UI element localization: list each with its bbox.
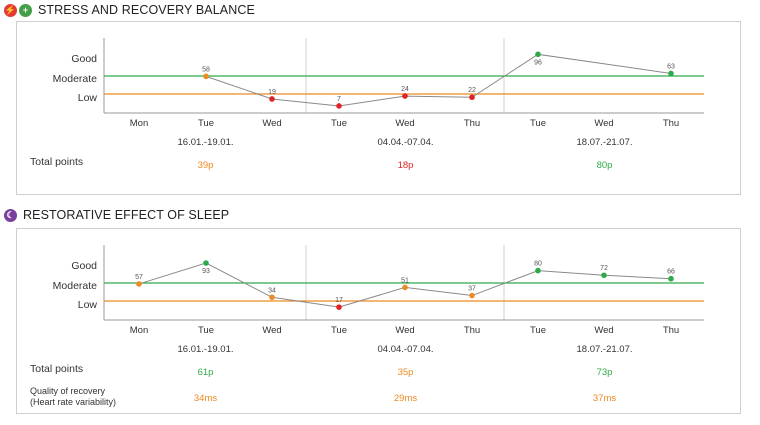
x-tick-label: Thu <box>663 325 679 336</box>
series-line <box>205 53 672 107</box>
y-tick-label: Good <box>71 260 97 272</box>
group-date-label: 18.07.-21.07. <box>577 137 633 148</box>
x-tick-label: Thu <box>464 325 480 336</box>
data-point <box>469 292 475 299</box>
data-point <box>402 93 408 99</box>
y-tick-label: Low <box>78 92 98 104</box>
data-point <box>668 70 674 77</box>
x-tick-label: Tue <box>198 325 214 336</box>
data-point <box>269 294 275 301</box>
x-tick-label: Tue <box>331 118 347 129</box>
data-label: 22 <box>468 87 476 94</box>
x-tick-label: Thu <box>663 118 679 129</box>
data-point <box>203 260 209 266</box>
data-point <box>469 94 475 101</box>
stress-recovery-title: ⚡ + STRESS AND RECOVERY BALANCE <box>4 1 255 19</box>
data-point <box>402 284 408 291</box>
moon-icon: ☾ <box>4 208 17 222</box>
data-point <box>668 275 674 282</box>
data-point <box>535 267 541 274</box>
restorative-sleep-title: ☾ RESTORATIVE EFFECT OF SLEEP <box>4 206 229 224</box>
x-tick-label: Tue <box>530 325 546 336</box>
row-value: 61p <box>198 367 214 378</box>
x-tick-label: Wed <box>395 325 414 336</box>
data-label: 19 <box>268 89 276 96</box>
x-tick-label: Wed <box>262 325 281 336</box>
data-label: 24 <box>401 86 409 93</box>
y-tick-label: Low <box>78 299 98 311</box>
section-title-text: STRESS AND RECOVERY BALANCE <box>38 3 255 17</box>
x-tick-label: Tue <box>530 118 546 129</box>
row-value: 34ms <box>194 393 217 404</box>
restorative-sleep-panel: Good Moderate Low 57 93 34 17 51 37 80 72 66 Mon Tue W… <box>16 228 741 414</box>
row-value: 35p <box>398 367 414 378</box>
group-date-label: 04.04.-07.04. <box>378 137 434 148</box>
data-label: 57 <box>135 274 143 281</box>
data-label: 63 <box>667 63 675 70</box>
data-label: 51 <box>401 277 409 284</box>
row-value: 37ms <box>593 393 616 404</box>
data-point <box>336 304 342 310</box>
data-point <box>203 73 209 80</box>
row-label: Total points <box>30 363 83 375</box>
y-tick-label: Moderate <box>53 280 98 292</box>
row-value: 80p <box>597 160 613 171</box>
group-date-label: 16.01.-19.01. <box>178 344 234 355</box>
plus-icon: + <box>19 3 32 17</box>
data-label: 17 <box>335 297 343 304</box>
row-value: 73p <box>597 367 613 378</box>
data-label: 66 <box>667 269 675 276</box>
y-tick-label: Moderate <box>53 73 98 85</box>
row-sublabel: (Heart rate variability) <box>30 397 116 407</box>
data-label: 72 <box>600 265 608 272</box>
data-point <box>336 103 342 109</box>
lightning-icon: ⚡ <box>4 3 17 17</box>
group-date-label: 04.04.-07.04. <box>378 344 434 355</box>
x-tick-label: Wed <box>594 325 613 336</box>
stress-recovery-chart: Good Moderate Low 58 19 7 24 22 96 63 Mon Tue Wed Tue… <box>30 38 704 171</box>
row-label: Quality of recovery <box>30 386 106 396</box>
data-point <box>269 96 275 102</box>
data-label: 34 <box>268 287 276 294</box>
x-tick-label: Mon <box>130 325 148 336</box>
data-point <box>136 281 142 287</box>
x-tick-label: Thu <box>464 118 480 129</box>
stress-recovery-panel: Good Moderate Low 58 19 7 24 22 96 63 Mon Tue Wed Tue… <box>16 21 741 195</box>
section-title-text: RESTORATIVE EFFECT OF SLEEP <box>23 208 230 222</box>
x-tick-label: Wed <box>594 118 613 129</box>
group-date-label: 16.01.-19.01. <box>178 137 234 148</box>
x-tick-label: Wed <box>395 118 414 129</box>
group-date-label: 18.07.-21.07. <box>577 344 633 355</box>
restorative-sleep-chart: Good Moderate Low 57 93 34 17 51 37 80 72 66 Mon Tue W… <box>30 245 704 407</box>
row-value: 39p <box>198 160 214 171</box>
data-label: 37 <box>468 286 476 293</box>
data-label: 96 <box>534 59 542 66</box>
data-label: 7 <box>337 96 341 103</box>
row-value: 29ms <box>394 393 417 404</box>
data-label: 58 <box>202 66 210 73</box>
data-point <box>601 272 607 279</box>
y-tick-label: Good <box>71 53 97 65</box>
data-label: 93 <box>202 268 210 275</box>
x-tick-label: Tue <box>198 118 214 129</box>
x-tick-label: Tue <box>331 325 347 336</box>
x-tick-label: Mon <box>130 118 148 129</box>
x-tick-label: Wed <box>262 118 281 129</box>
data-point <box>535 51 541 58</box>
data-label: 80 <box>534 261 542 268</box>
row-label: Total points <box>30 156 83 168</box>
row-value: 18p <box>398 160 414 171</box>
